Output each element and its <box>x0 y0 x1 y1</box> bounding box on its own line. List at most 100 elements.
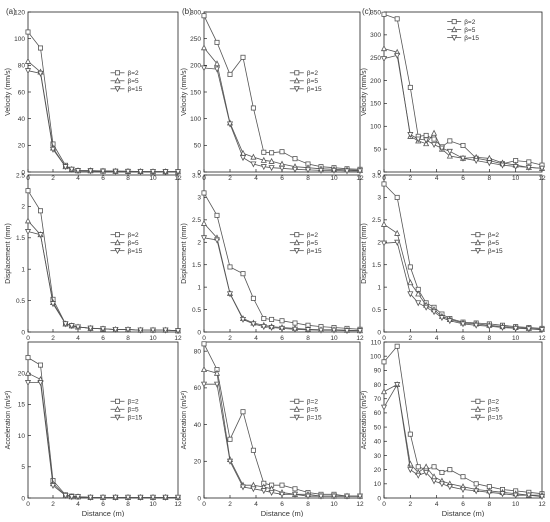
data-point <box>525 326 532 333</box>
y-tick-label: 250 <box>190 36 201 43</box>
data-point <box>74 494 82 501</box>
y-tick-label: 15 <box>18 402 26 409</box>
data-point <box>200 44 208 51</box>
data-point <box>49 301 57 308</box>
data-point <box>446 152 453 159</box>
data-point <box>430 129 438 136</box>
y-tick-label: 0 <box>377 169 381 176</box>
data-point <box>68 494 75 501</box>
x-tick-label: 6 <box>280 335 284 342</box>
data-point <box>250 486 257 493</box>
data-point <box>162 169 169 176</box>
y-tick-label: 40 <box>374 439 382 446</box>
data-point <box>423 137 430 144</box>
y-tick-label: 1.5 <box>16 235 25 242</box>
y-tick-label: 0 <box>197 495 201 502</box>
data-point <box>124 494 132 501</box>
y-tick-label: 30 <box>374 453 382 460</box>
data-point <box>447 138 453 144</box>
data-point <box>291 326 299 333</box>
series-line <box>203 67 360 172</box>
x-tick-label: 6 <box>101 335 105 342</box>
series-triangle-up <box>24 369 182 500</box>
y-tick-label: 5 <box>21 464 25 471</box>
x-tick-label: 4 <box>76 501 80 508</box>
y-tick-label: 150 <box>370 101 381 108</box>
data-point <box>526 159 532 165</box>
legend-marker <box>475 398 481 404</box>
data-point <box>200 235 208 242</box>
y-tick-label: 1 <box>377 284 381 291</box>
data-point <box>438 145 445 152</box>
x-tick-label: 12 <box>538 501 546 508</box>
chart-panel-8: 0 2 4 6 8 10 12 0 20 40 60 80 Acceleration (m/s²) Dis… <box>181 341 364 518</box>
x-tick-label: 4 <box>435 501 439 508</box>
data-point <box>260 156 267 163</box>
data-point <box>87 494 94 501</box>
data-point <box>240 54 246 60</box>
x-axis-label: Distance (m) <box>442 509 485 517</box>
legend-label: β=5 <box>464 27 476 34</box>
data-point <box>24 229 32 235</box>
x-tick-label: 8 <box>488 501 492 508</box>
legend-marker <box>115 398 121 404</box>
y-tick-label: 60 <box>194 385 202 392</box>
legend-label: β=15 <box>128 415 143 422</box>
series-line <box>27 220 179 332</box>
y-tick-label: 0 <box>197 169 201 176</box>
y-tick-label: 0 <box>21 329 25 336</box>
data-point <box>381 11 387 17</box>
legend-label: β=15 <box>464 35 479 42</box>
data-point <box>525 492 532 499</box>
data-point <box>356 493 364 500</box>
series-line <box>203 237 360 332</box>
data-point <box>304 167 312 174</box>
y-tick-label: 0 <box>21 495 25 502</box>
data-point <box>38 45 44 51</box>
series-line <box>27 190 179 332</box>
data-point <box>239 484 247 491</box>
y-tick-label: 200 <box>370 78 381 85</box>
data-point <box>240 271 246 277</box>
y-axis-label: Velocity (mm/s) <box>5 68 12 116</box>
plot-frame <box>27 341 179 499</box>
data-point <box>68 323 75 330</box>
data-point <box>380 240 388 247</box>
data-point <box>227 436 233 442</box>
x-tick-label: 8 <box>306 175 310 182</box>
data-point <box>430 142 438 149</box>
data-point <box>112 494 119 501</box>
legend-label: β=15 <box>128 248 143 255</box>
data-point <box>74 324 82 331</box>
y-tick-label: 80 <box>18 63 26 70</box>
legend-marker <box>114 86 121 93</box>
data-point <box>124 168 132 175</box>
data-point <box>415 464 421 470</box>
x-tick-label: 2 <box>228 335 232 342</box>
data-point <box>330 493 338 500</box>
data-point <box>279 482 285 488</box>
series-line <box>383 241 543 331</box>
x-tick-label: 0 <box>202 335 206 342</box>
y-tick-label: 2 <box>197 240 201 247</box>
data-point <box>394 52 401 59</box>
y-tick-label: 2 <box>377 240 381 247</box>
data-point <box>37 70 44 77</box>
data-point <box>213 369 221 376</box>
legend-marker <box>293 248 300 255</box>
data-point <box>486 489 493 496</box>
data-point <box>201 13 207 19</box>
x-tick-label: 2 <box>51 335 55 342</box>
data-point <box>112 168 119 175</box>
data-point <box>278 491 286 498</box>
y-tick-label: 60 <box>374 410 382 417</box>
data-point <box>407 431 413 437</box>
series-line <box>383 183 543 329</box>
series-line <box>28 382 178 498</box>
plot-frame <box>203 11 361 173</box>
data-point <box>25 29 31 35</box>
legend-marker <box>114 414 121 421</box>
y-tick-label: 1.5 <box>192 262 201 269</box>
y-tick-label: 100 <box>370 353 381 360</box>
y-tick-label: 250 <box>370 55 381 62</box>
